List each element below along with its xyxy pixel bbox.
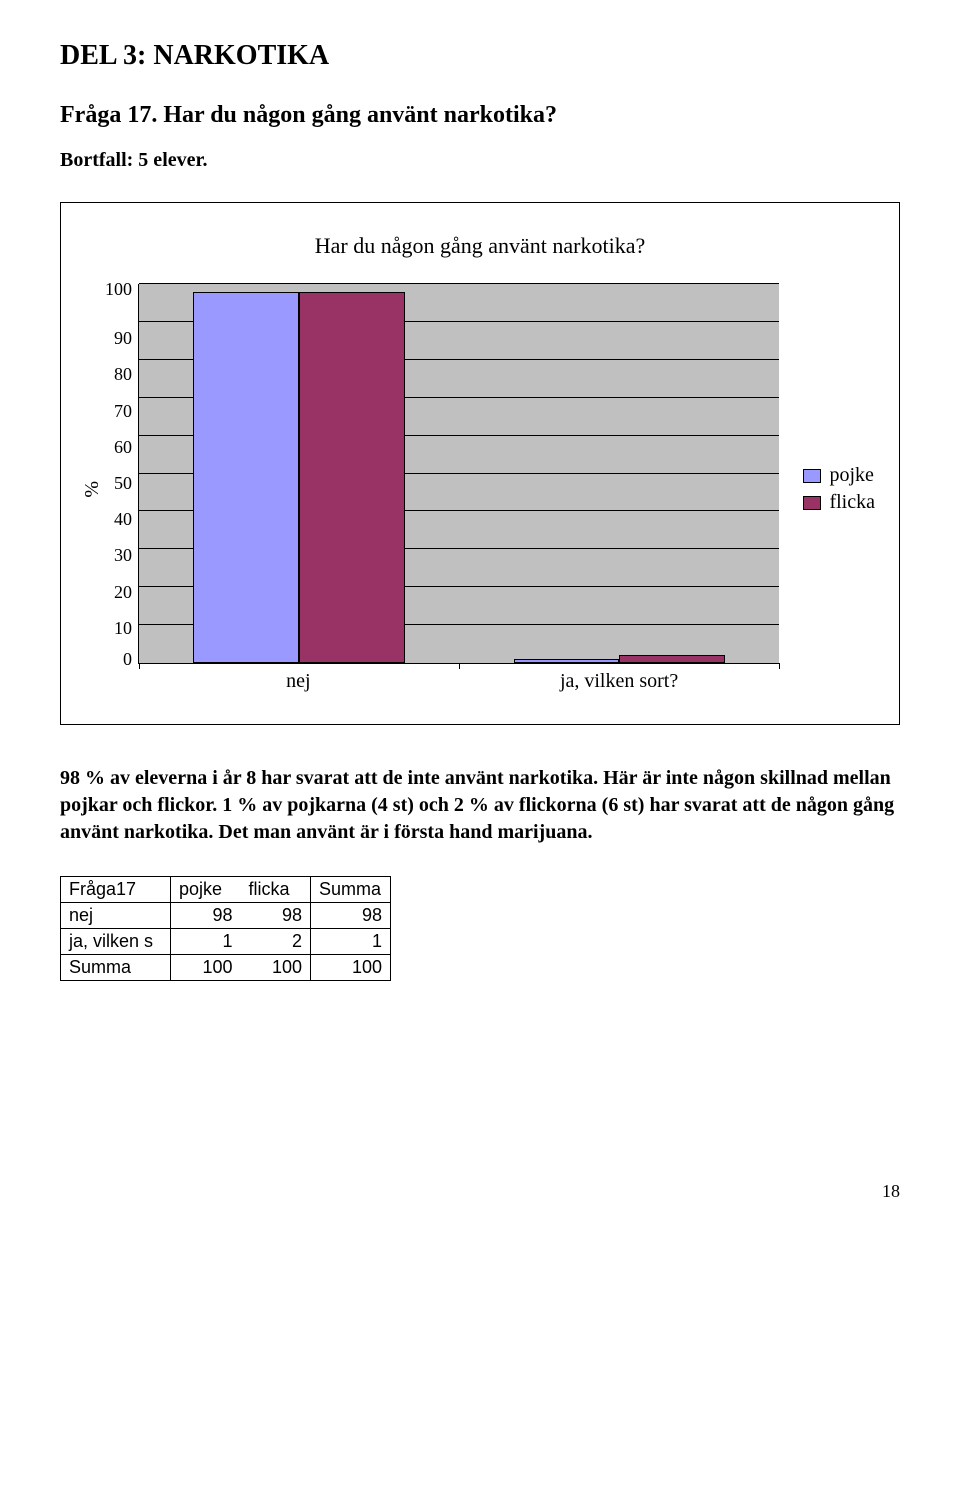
y-tick: 0 (123, 650, 132, 668)
x-axis-labels: nej ja, vilken sort? (138, 664, 779, 694)
table-cell: 98 (171, 903, 241, 929)
plot-area (138, 284, 779, 664)
chart-title: Har du någon gång använt narkotika? (81, 233, 879, 259)
table-cell: Summa (61, 955, 171, 981)
table-cell: 100 (171, 955, 241, 981)
plot-and-x: nej ja, vilken sort? (138, 284, 779, 694)
legend-item: pojke (803, 464, 875, 487)
bar-group (139, 284, 459, 663)
table-row: ja, vilken s121 (61, 929, 391, 955)
bar (299, 292, 405, 663)
y-tick: 60 (114, 438, 132, 456)
data-table: Fråga17pojkeflickaSummanej989898ja, vilk… (60, 876, 391, 981)
table-cell: ja, vilken s (61, 929, 171, 955)
y-tick: 100 (105, 280, 132, 298)
y-tick: 90 (114, 329, 132, 347)
table-header: Summa (311, 877, 391, 903)
table-cell: nej (61, 903, 171, 929)
y-axis-ticks: 1009080706050403020100 (105, 284, 138, 664)
table-header: pojke (171, 877, 241, 903)
y-axis-label-wrap: % (81, 284, 105, 694)
table-header: Fråga17 (61, 877, 171, 903)
chart-body: % 1009080706050403020100 nejja, vilken s… (81, 284, 879, 694)
table-row: Summa100100100 (61, 955, 391, 981)
section-title: DEL 3: NARKOTIKA (60, 40, 900, 72)
page-number: 18 (60, 1181, 900, 1202)
x-label: ja, vilken sort? (560, 670, 678, 693)
bar (193, 292, 299, 663)
chart-container: Har du någon gång använt narkotika? % 10… (60, 202, 900, 725)
x-label: nej (286, 670, 310, 693)
y-tick: 10 (114, 619, 132, 637)
bar-group (459, 284, 779, 663)
legend-label: pojke (829, 464, 873, 487)
table-cell: 98 (311, 903, 391, 929)
bortfall-text: Bortfall: 5 elever. (60, 149, 900, 172)
analysis-text: 98 % av eleverna i år 8 har svarat att d… (60, 765, 900, 846)
table-cell: 100 (311, 955, 391, 981)
table-cell: 1 (311, 929, 391, 955)
question-title: Fråga 17. Har du någon gång använt narko… (60, 102, 900, 129)
table-cell: 1 (171, 929, 241, 955)
table-cell: 2 (241, 929, 311, 955)
bar (514, 659, 620, 663)
y-tick: 80 (114, 365, 132, 383)
table-cell: 100 (241, 955, 311, 981)
table-cell: 98 (241, 903, 311, 929)
legend-swatch (803, 469, 821, 483)
chart-legend: pojke flicka (799, 458, 879, 520)
x-tick (779, 663, 780, 669)
bar (619, 655, 725, 663)
legend-item: flicka (803, 491, 875, 514)
legend-swatch (803, 496, 821, 510)
y-tick: 20 (114, 583, 132, 601)
y-tick: 50 (114, 474, 132, 492)
y-axis-label: % (81, 481, 104, 498)
y-tick: 40 (114, 510, 132, 528)
table-header: flicka (241, 877, 311, 903)
y-tick: 30 (114, 546, 132, 564)
legend-label: flicka (829, 491, 875, 514)
table-row: nej989898 (61, 903, 391, 929)
y-tick: 70 (114, 402, 132, 420)
